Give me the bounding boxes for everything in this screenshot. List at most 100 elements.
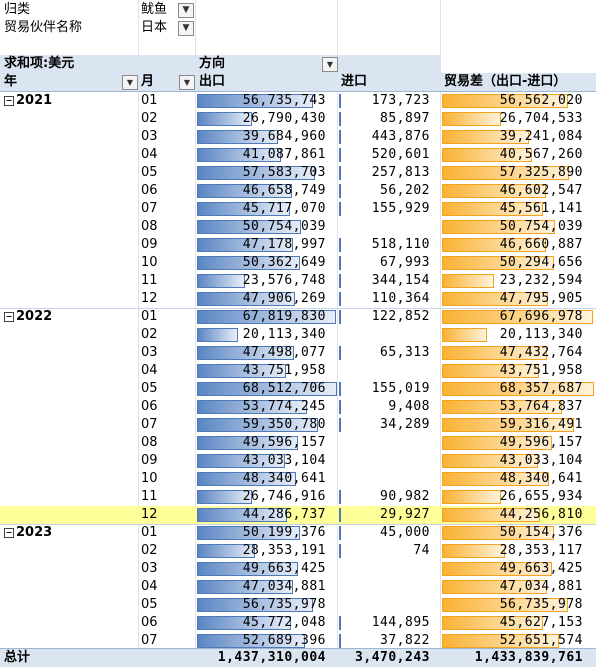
month-cell: 04 <box>141 579 158 594</box>
balance-value: 56,735,978 <box>499 597 583 612</box>
import-databar <box>339 274 341 288</box>
balance-databar <box>442 220 555 234</box>
table-row[interactable]: −2023 01 50,199,376 45,000 50,154,376 <box>0 524 596 542</box>
month-cell: 09 <box>141 453 158 468</box>
month-cell: 04 <box>141 363 158 378</box>
month-cell: 12 <box>141 507 158 522</box>
column-divider <box>337 0 338 667</box>
import-value <box>340 596 430 614</box>
table-row[interactable]: 12 47,906,269 110,364 47,795,905 <box>0 290 596 308</box>
filter-value: 鱿鱼 <box>141 2 168 17</box>
month-dropdown-icon[interactable]: ▼ <box>179 75 195 90</box>
table-row[interactable]: −2021 01 56,735,743 173,723 56,562,020 <box>0 92 596 110</box>
balance-databar <box>442 364 539 378</box>
year-cell[interactable]: −2023 <box>4 524 52 542</box>
table-row[interactable]: 05 57,583,703 257,813 57,325,890 <box>0 164 596 182</box>
table-row[interactable]: 04 43,751,958 43,751,958 <box>0 362 596 380</box>
export-value: 28,353,191 <box>242 543 326 558</box>
export-databar <box>197 616 291 630</box>
export-databar <box>197 220 301 234</box>
column-field-dropdown-icon[interactable]: ▼ <box>322 57 338 72</box>
filter-dropdown-icon[interactable]: ▼ <box>178 3 194 18</box>
table-row[interactable]: 06 46,658,749 56,202 46,602,547 <box>0 182 596 200</box>
filter-dropdown-icon[interactable]: ▼ <box>178 21 194 36</box>
import-value: 110,364 <box>371 291 430 306</box>
export-databar <box>197 148 281 162</box>
month-cell: 05 <box>141 597 158 612</box>
import-value: 37,822 <box>380 633 430 648</box>
table-row[interactable]: 04 47,034,881 47,034,881 <box>0 578 596 596</box>
table-row[interactable]: 07 52,689,396 37,822 52,651,574 <box>0 632 596 650</box>
table-row[interactable]: 07 45,717,070 155,929 45,561,141 <box>0 200 596 218</box>
table-row[interactable]: 10 50,362,649 67,993 50,294,656 <box>0 254 596 272</box>
year-dropdown-icon[interactable]: ▼ <box>122 75 138 90</box>
balance-value: 50,154,376 <box>499 525 583 540</box>
import-value: 34,289 <box>380 417 430 432</box>
export-databar <box>197 256 300 270</box>
export-databar <box>197 382 337 396</box>
import-databar <box>339 202 341 216</box>
table-row[interactable]: 03 49,663,425 49,663,425 <box>0 560 596 578</box>
table-row[interactable]: 02 28,353,191 74 28,353,117 <box>0 542 596 560</box>
balance-databar <box>442 544 505 558</box>
table-row[interactable]: 10 48,340,641 48,340,641 <box>0 470 596 488</box>
table-row[interactable]: 08 50,754,039 50,754,039 <box>0 218 596 236</box>
balance-databar <box>442 598 568 612</box>
balance-value: 49,663,425 <box>499 561 583 576</box>
table-row[interactable]: 03 47,498,077 65,313 47,432,764 <box>0 344 596 362</box>
table-row[interactable]: 02 20,113,340 20,113,340 <box>0 326 596 344</box>
collapse-icon[interactable]: − <box>4 528 14 538</box>
table-row[interactable]: 12 44,286,737 29,927 44,256,810 <box>0 506 596 524</box>
table-row[interactable]: 03 39,684,960 443,876 39,241,084 <box>0 128 596 146</box>
table-row[interactable]: −2022 01 67,819,830 122,852 67,696,978 <box>0 308 596 326</box>
table-row[interactable]: 05 68,512,706 155,019 68,357,687 <box>0 380 596 398</box>
export-databar <box>197 292 295 306</box>
month-cell: 07 <box>141 201 158 216</box>
import-databar <box>339 292 341 306</box>
export-value: 39,684,960 <box>242 129 326 144</box>
table-row[interactable]: 11 23,576,748 344,154 23,232,594 <box>0 272 596 290</box>
export-value: 46,658,749 <box>242 183 326 198</box>
values-header-row: 求和项:美元 方向 ▼ <box>0 55 596 73</box>
collapse-icon[interactable]: − <box>4 96 14 106</box>
column-header-row: 年 ▼ 月 ▼ 出口 进口 贸易差（出口-进口） <box>0 73 596 91</box>
table-row[interactable]: 06 53,774,245 9,408 53,764,837 <box>0 398 596 416</box>
balance-databar <box>442 112 501 126</box>
import-databar <box>339 184 341 198</box>
table-row[interactable]: 07 59,350,780 34,289 59,316,491 <box>0 416 596 434</box>
table-row[interactable]: 09 43,033,104 43,033,104 <box>0 452 596 470</box>
year-separator <box>0 308 596 309</box>
total-export: 1,437,310,004 <box>217 650 326 665</box>
filter-label: 归类 <box>4 2 31 17</box>
year-cell[interactable]: −2022 <box>4 308 52 326</box>
balance-databar <box>442 346 547 360</box>
import-databar <box>339 526 341 540</box>
export-databar <box>197 436 298 450</box>
table-row[interactable]: 04 41,087,861 520,601 40,567,260 <box>0 146 596 164</box>
table-row[interactable]: 05 56,735,978 56,735,978 <box>0 596 596 614</box>
import-databar <box>339 544 341 558</box>
export-value: 50,199,376 <box>242 525 326 540</box>
balance-value: 20,113,340 <box>499 327 583 342</box>
balance-value: 43,033,104 <box>499 453 583 468</box>
balance-databar <box>442 454 538 468</box>
month-cell: 02 <box>141 327 158 342</box>
balance-databar <box>442 292 548 306</box>
import-value: 85,897 <box>380 111 430 126</box>
export-value: 20,113,340 <box>242 327 326 342</box>
table-row[interactable]: 11 26,746,916 90,982 26,655,934 <box>0 488 596 506</box>
year-cell[interactable]: −2021 <box>4 92 52 110</box>
balance-value: 46,602,547 <box>499 183 583 198</box>
collapse-icon[interactable]: − <box>4 312 14 322</box>
table-row[interactable]: 02 26,790,430 85,897 26,704,533 <box>0 110 596 128</box>
table-row[interactable]: 08 49,596,157 49,596,157 <box>0 434 596 452</box>
import-value <box>340 326 430 344</box>
export-databar <box>197 166 315 180</box>
table-row[interactable]: 06 45,772,048 144,895 45,627,153 <box>0 614 596 632</box>
import-value <box>340 578 430 596</box>
table-row[interactable]: 09 47,178,997 518,110 46,660,887 <box>0 236 596 254</box>
export-databar <box>197 400 307 414</box>
month-cell: 07 <box>141 633 158 648</box>
import-databar <box>339 148 341 162</box>
